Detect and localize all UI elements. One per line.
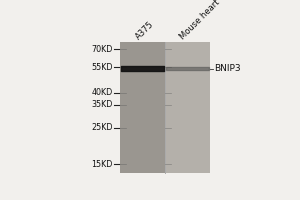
Text: 35KD: 35KD xyxy=(91,100,112,109)
Text: BNIP3: BNIP3 xyxy=(214,64,240,73)
Text: 55KD: 55KD xyxy=(91,63,112,72)
Text: 70KD: 70KD xyxy=(91,45,112,54)
Bar xyxy=(120,42,165,173)
Text: Mouse heart: Mouse heart xyxy=(178,0,222,41)
Bar xyxy=(120,42,210,173)
Text: 15KD: 15KD xyxy=(91,160,112,169)
Text: 40KD: 40KD xyxy=(91,88,112,97)
Text: A375: A375 xyxy=(134,19,155,41)
Text: 25KD: 25KD xyxy=(91,123,112,132)
Bar xyxy=(165,42,210,173)
